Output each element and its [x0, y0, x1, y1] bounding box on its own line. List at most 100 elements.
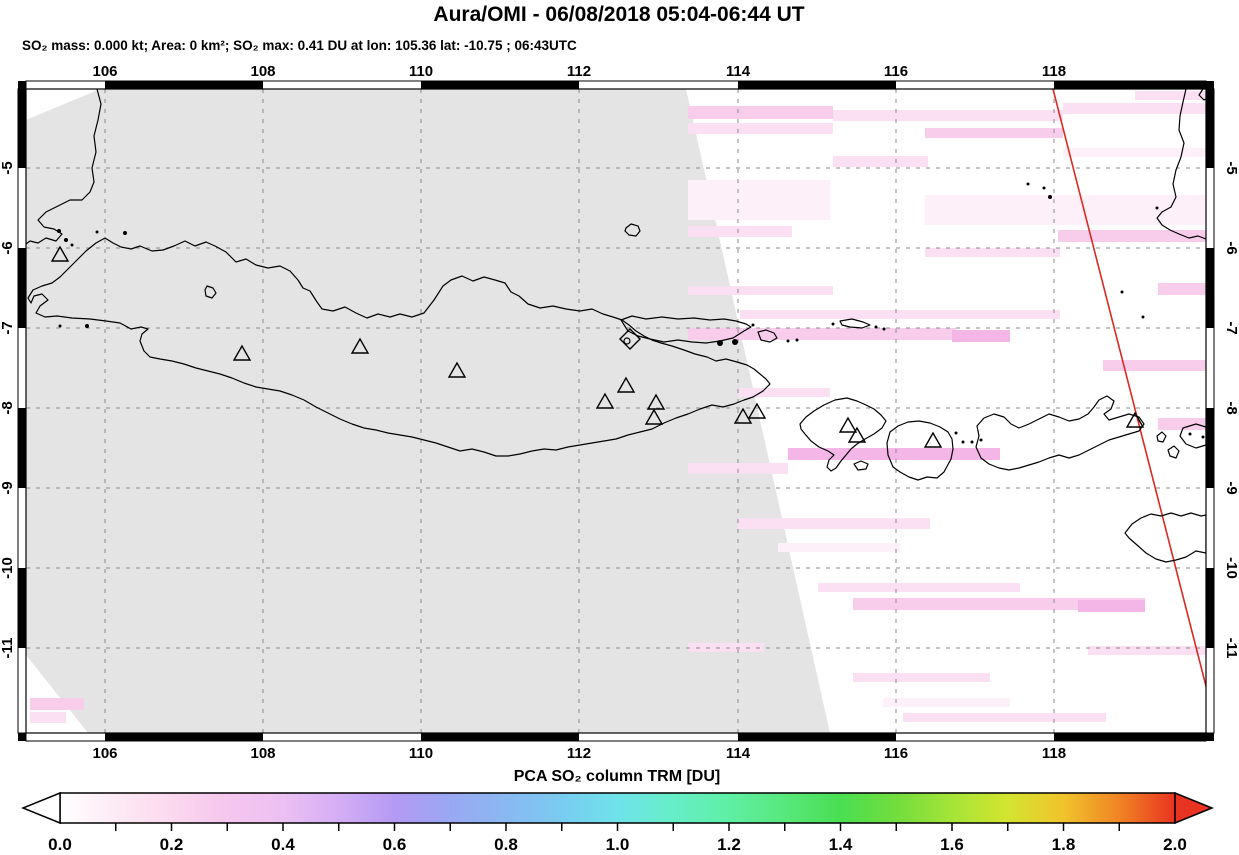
so2-streak: [833, 156, 928, 167]
so2-streaks: [30, 91, 1206, 723]
colorbar-underflow-arrow: [21, 791, 61, 825]
small-island-dot: [1120, 290, 1124, 294]
colorbar-tick-label: 1.2: [717, 835, 741, 854]
coastline-island: [839, 318, 871, 329]
lon-label-bottom: 112: [567, 745, 591, 762]
lon-label-bottom: 110: [409, 745, 433, 762]
so2-streak: [740, 310, 1060, 319]
frame-segment: [18, 248, 26, 328]
small-island-dot: [85, 324, 89, 328]
so2-streak: [688, 328, 956, 340]
small-island-dot: [882, 327, 886, 331]
so2-streak: [688, 226, 792, 237]
so2-streak: [952, 330, 1010, 342]
frame-segment: [1206, 248, 1214, 328]
map-frame: [17, 80, 1215, 742]
colorbar-tick-label: 0.8: [494, 835, 518, 854]
colorbar-overflow-arrow: [1174, 791, 1214, 825]
volcano-triangle-icon: [747, 402, 767, 419]
small-island-dot: [57, 229, 61, 233]
lon-label-top: 114: [726, 63, 751, 80]
volcano-triangle-icon: [847, 426, 867, 443]
colorbar-tick-label: 0.6: [383, 835, 407, 854]
lat-label-left: -7: [0, 321, 16, 334]
so2-streak: [688, 106, 833, 119]
small-island-dot: [123, 231, 127, 235]
lat-label-right: -8: [1223, 401, 1239, 414]
coastline-island: [975, 395, 1145, 471]
no-data-swath-region: [26, 89, 830, 733]
small-island-dot: [64, 238, 68, 242]
so2-streak: [925, 128, 1063, 138]
so2-streak: [1063, 103, 1206, 114]
graticule: [26, 89, 1206, 733]
frame-segment: [1206, 568, 1214, 648]
axis-labels: 106 106 108 108 110 110 112 112 114 114 116 116 118 1…: [0, 63, 1239, 762]
coastline-island: [624, 223, 641, 237]
volcano-triangle-icon: [616, 376, 636, 393]
frame-segment: [105, 81, 263, 89]
so2-streak: [1088, 646, 1206, 655]
frame-corner: [18, 733, 26, 741]
small-island-dot: [831, 322, 835, 326]
colorbar: 0.0 0.2 0.4 0.6 0.8 1.0 1.2 1.4 1.6 1.8 2.0: [21, 791, 1214, 854]
so2-streak: [1063, 148, 1206, 157]
lon-label-bottom: 116: [884, 745, 908, 762]
lat-label-left: -10: [0, 557, 16, 579]
frame-segment: [421, 81, 579, 89]
coastline-island: [757, 329, 778, 343]
so2-streak: [1078, 600, 1145, 612]
small-island-dot: [786, 339, 790, 343]
coastlines: [26, 89, 1206, 563]
colorbar-gradient: [59, 792, 1176, 824]
so2-streak: [688, 463, 788, 474]
so2-streak: [688, 123, 833, 134]
volcano-triangle-icon: [646, 393, 666, 410]
frame-segment: [421, 733, 579, 741]
colorbar-tick-label: 1.0: [606, 835, 630, 854]
small-island-dot: [70, 243, 74, 247]
coastline-island: [853, 460, 869, 471]
small-island-dot: [1042, 186, 1046, 190]
small-island-dot: [1201, 435, 1205, 439]
small-island-dot: [58, 324, 62, 328]
coastline-island: [1167, 445, 1180, 459]
volcano-triangle-icon: [644, 408, 664, 425]
lon-label-top: 108: [250, 63, 275, 80]
so2-streak: [883, 698, 1010, 707]
colorbar-tick-label: 1.8: [1052, 835, 1076, 854]
volcano-triangle-icon: [50, 245, 70, 262]
frame-corner: [1206, 81, 1214, 89]
small-island-dot: [1026, 182, 1030, 186]
lat-label-left: -6: [0, 241, 16, 254]
lon-label-top: 116: [884, 63, 908, 80]
station-diamond-marker: [619, 328, 641, 350]
small-island-dot: [979, 438, 983, 442]
frame-segment: [105, 733, 263, 741]
coastline-segment: [1156, 89, 1206, 240]
lat-label-right: -5: [1223, 161, 1239, 174]
lon-label-top: 118: [1042, 63, 1066, 80]
colorbar-tick-label: 0.4: [271, 835, 295, 854]
so2-streak: [853, 598, 1145, 610]
volcano-triangle-icon: [733, 407, 753, 424]
frame-segment: [18, 408, 26, 488]
so2-streak: [738, 518, 930, 529]
so2-streak: [1135, 91, 1206, 100]
lon-label-bottom: 106: [92, 745, 117, 762]
map-plot-area[interactable]: 106 106 108 108 110 110 112 112 114 114 116 116 118 1…: [0, 63, 1239, 762]
so2-stats-subtitle: SO₂ mass: 0.000 kt; Area: 0 km²; SO₂ max…: [22, 38, 577, 53]
frame-corner: [1206, 733, 1214, 741]
lat-label-left: -5: [0, 161, 16, 174]
so2-streak: [738, 388, 830, 397]
small-island-dot: [954, 431, 958, 435]
coastline-island: [1179, 423, 1206, 449]
so2-streak: [778, 543, 900, 552]
lon-label-top: 106: [92, 63, 117, 80]
so2-streak: [925, 195, 1205, 225]
small-island-dot: [717, 340, 723, 346]
coastline-island: [799, 397, 887, 472]
page-title: Aura/OMI - 06/08/2018 05:04-06:44 UT: [433, 3, 804, 26]
lat-label-right: -6: [1223, 241, 1239, 254]
